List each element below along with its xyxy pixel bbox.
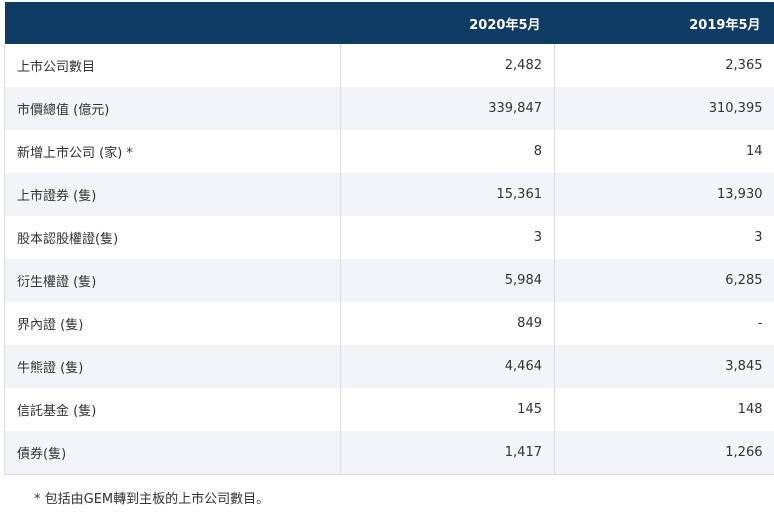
row-label: 牛熊證 (隻) — [4, 345, 341, 388]
value-2019: 13,930 — [554, 173, 774, 216]
value-2020: 8 — [340, 130, 555, 173]
table-row: 上市證券 (隻) 15,361 13,930 — [4, 173, 774, 216]
value-2020: 5,984 — [340, 259, 555, 302]
table-row: 市價總值 (億元) 339,847 310,395 — [4, 87, 774, 130]
table-row: 界內證 (隻) 849 - — [4, 302, 774, 345]
value-2020: 849 — [340, 302, 555, 345]
header-2020-may: 2020年5月 — [469, 17, 541, 33]
value-2020: 15,361 — [340, 173, 555, 216]
table-row: 牛熊證 (隻) 4,464 3,845 — [4, 345, 774, 388]
footnote: * 包括由GEM轉到主板的上市公司數目。 — [34, 492, 270, 507]
row-label: 信託基金 (隻) — [4, 388, 341, 431]
header-2019-may: 2019年5月 — [689, 17, 761, 33]
table-row: 股本認股權證(隻) 3 3 — [4, 216, 774, 259]
row-label: 債券(隻) — [4, 431, 341, 475]
value-2019: 1,266 — [554, 431, 774, 475]
value-2020: 339,847 — [340, 87, 555, 130]
table-row: 信託基金 (隻) 145 148 — [4, 388, 774, 431]
value-2019: 6,285 — [554, 259, 774, 302]
table-row: 衍生權證 (隻) 5,984 6,285 — [4, 259, 774, 302]
value-2020: 145 — [340, 388, 555, 431]
row-label: 股本認股權證(隻) — [4, 216, 341, 259]
value-2020: 2,482 — [340, 44, 555, 87]
value-2020: 3 — [340, 216, 555, 259]
table-header-row: 2020年5月 2019年5月 — [4, 2, 774, 44]
value-2019: 310,395 — [554, 87, 774, 130]
value-2019: 14 — [554, 130, 774, 173]
market-statistics-table: 2020年5月 2019年5月 上市公司數目 2,482 2,365 市價總值 … — [4, 2, 774, 475]
row-label: 衍生權證 (隻) — [4, 259, 341, 302]
header-label-column — [5, 2, 341, 44]
value-2020: 1,417 — [340, 431, 555, 475]
value-2019: - — [554, 302, 774, 345]
value-2020: 4,464 — [340, 345, 555, 388]
table-row: 債券(隻) 1,417 1,266 — [4, 431, 774, 475]
row-label: 界內證 (隻) — [4, 302, 341, 345]
value-2019: 148 — [554, 388, 774, 431]
value-2019: 2,365 — [554, 44, 774, 87]
table-row: 上市公司數目 2,482 2,365 — [4, 44, 774, 87]
row-label: 新增上市公司 (家) * — [4, 130, 341, 173]
row-label: 上市公司數目 — [4, 44, 341, 87]
table-row: 新增上市公司 (家) * 8 14 — [4, 130, 774, 173]
value-2019: 3 — [554, 216, 774, 259]
row-label: 上市證券 (隻) — [4, 173, 341, 216]
row-label: 市價總值 (億元) — [4, 87, 341, 130]
value-2019: 3,845 — [554, 345, 774, 388]
